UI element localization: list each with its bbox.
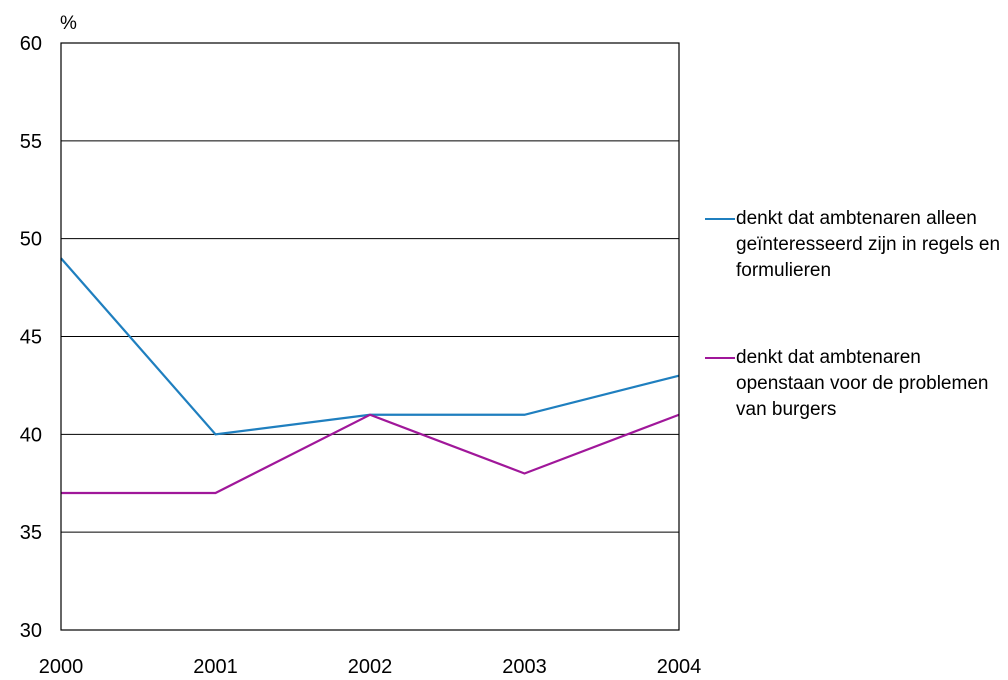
legend-label: denkt dat ambtenaren openstaan voor de p… [736, 347, 989, 420]
y-tick-label: 45 [20, 327, 42, 349]
plot-frame [60, 42, 680, 631]
x-tick-label: 2004 [657, 656, 702, 678]
y-tick-label: 60 [20, 33, 42, 55]
y-tick-label: 55 [20, 131, 42, 153]
y-axis-label: % [60, 13, 77, 34]
y-tick-label: 40 [20, 424, 42, 446]
x-axis-ticks: 2000 2001 2002 2003 2004 [39, 656, 702, 678]
y-tick-label: 30 [20, 620, 42, 642]
x-tick-label: 2003 [502, 656, 547, 678]
y-tick-label: 35 [20, 522, 42, 544]
y-axis-ticks: 30 35 40 45 50 55 60 [20, 33, 42, 642]
series-line-2 [61, 413, 680, 495]
series-line-1 [60, 257, 680, 436]
legend-swatch [705, 357, 735, 359]
gridlines [61, 42, 679, 631]
x-tick-label: 2001 [193, 656, 238, 678]
legend-swatch [705, 218, 735, 220]
x-tick-label: 2000 [39, 656, 84, 678]
legend-label: denkt dat ambtenaren alleen geïnteressee… [736, 208, 1001, 281]
series-lines [60, 257, 680, 495]
x-tick-label: 2002 [348, 656, 393, 678]
y-tick-label: 50 [20, 229, 42, 251]
